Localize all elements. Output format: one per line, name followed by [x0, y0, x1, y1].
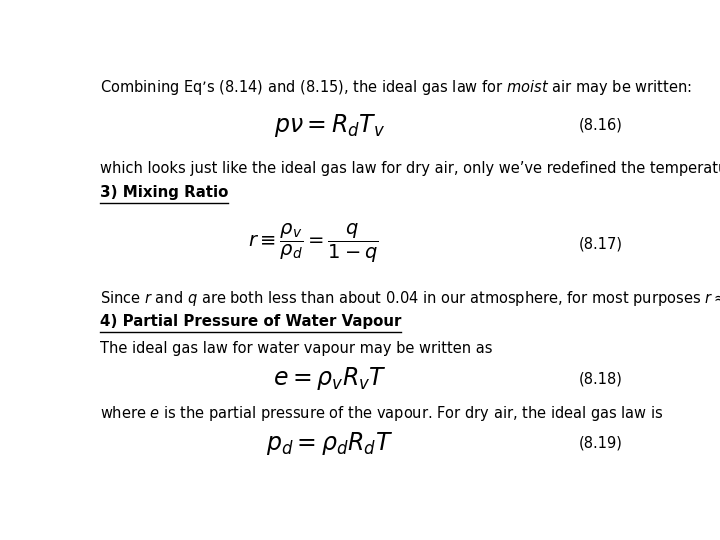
Text: Since $r$ and $q$ are both less than about 0.04 in our atmosphere, for most purp: Since $r$ and $q$ are both less than abo… [100, 289, 720, 308]
Text: (8.17): (8.17) [578, 236, 622, 251]
Text: The ideal gas law for water vapour may be written as: The ideal gas law for water vapour may b… [100, 341, 492, 356]
Text: which looks just like the ideal gas law for dry air, only we’ve redefined the te: which looks just like the ideal gas law … [100, 161, 720, 176]
Text: $r \equiv \dfrac{\rho_v}{\rho_d} = \dfrac{q}{1-q}$: $r \equiv \dfrac{\rho_v}{\rho_d} = \dfra… [248, 222, 379, 265]
Text: Combining Eq’s (8.14) and (8.15), the ideal gas law for $\mathit{moist}$ air may: Combining Eq’s (8.14) and (8.15), the id… [100, 78, 692, 97]
Text: (8.19): (8.19) [578, 436, 622, 451]
Text: $p_d = \rho_d R_d T$: $p_d = \rho_d R_d T$ [266, 430, 393, 457]
Text: 3) Mixing Ratio: 3) Mixing Ratio [100, 185, 228, 200]
Text: 4) Partial Pressure of Water Vapour: 4) Partial Pressure of Water Vapour [100, 314, 402, 329]
Text: $e = \rho_v R_v T$: $e = \rho_v R_v T$ [273, 365, 387, 392]
Text: (8.16): (8.16) [578, 118, 622, 133]
Text: (8.18): (8.18) [578, 371, 622, 386]
Text: where $e$ is the partial pressure of the vapour. For dry air, the ideal gas law : where $e$ is the partial pressure of the… [100, 404, 663, 423]
Text: $p\nu = R_d T_v$: $p\nu = R_d T_v$ [274, 112, 386, 139]
